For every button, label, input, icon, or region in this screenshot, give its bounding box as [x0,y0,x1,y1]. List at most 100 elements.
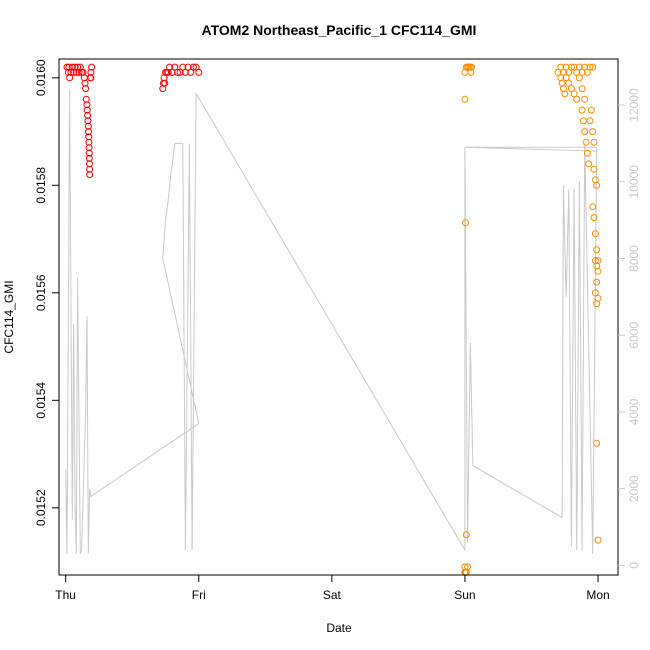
data-point-1-42 [578,106,586,114]
y2-tick-label-3: 6000 [627,322,641,349]
y2-tick-label-5: 10000 [627,165,641,199]
data-point-1-65 [593,300,601,308]
data-point-1-18 [559,68,567,76]
data-point-0-30 [86,165,94,173]
data-point-0-19 [83,106,91,114]
data-point-1-34 [562,74,570,82]
data-point-1-61 [594,267,602,275]
data-point-1-6 [467,68,475,76]
y2-tick-label-2: 4000 [627,398,641,425]
y-axis-label: CFC114_GMI [2,280,16,353]
plot-area: Thu Fri Sat Sun Mon 0.0152 0.0154 0.0156 0.0158 0… [34,58,641,602]
data-point-1-50 [589,128,597,136]
data-point-0-45 [171,63,179,71]
data-point-0-22 [84,122,92,130]
data-point-1-40 [578,85,586,93]
data-point-1-33 [561,90,569,98]
data-point-1-52 [590,165,598,173]
data-point-1-7 [468,63,476,71]
data-point-0-35 [88,63,96,71]
data-point-0-52 [189,63,197,71]
data-point-0-18 [83,101,91,109]
data-point-0-23 [85,128,92,136]
data-point-0-25 [85,138,93,146]
data-point-1-48 [586,117,594,125]
data-point-0-53 [192,63,200,71]
data-point-0-29 [86,160,93,168]
data-point-1-46 [583,149,591,157]
x-tick-label-4: Mon [586,588,609,602]
data-point-0-28 [85,154,93,162]
data-point-0-17 [82,95,90,103]
x-tick-label-2: Sat [323,588,342,602]
data-point-1-9 [462,531,470,539]
data-point-0-27 [85,149,93,157]
data-point-1-54 [593,181,601,189]
plot-frame [58,58,619,576]
data-point-1-8 [462,219,470,227]
data-point-1-39 [575,74,583,82]
data-point-0-20 [84,111,92,119]
y-tick-label-3: 0.0158 [34,167,48,204]
data-point-0-49 [181,68,189,76]
data-point-1-66 [594,257,602,265]
data-point-1-51 [590,138,598,146]
data-point-1-56 [590,214,598,222]
data-point-0-24 [85,133,93,141]
data-point-0-46 [174,68,181,76]
x-axis-label: Date [326,621,352,635]
data-point-0-21 [84,117,92,125]
data-point-1-41 [581,95,589,103]
data-point-1-47 [585,160,593,168]
y2-tick-label-0: 0 [627,562,641,569]
x-tick-label-1: Fri [192,588,206,602]
data-point-1-36 [567,85,575,93]
data-point-0-15 [81,79,89,87]
data-point-1-38 [573,95,581,103]
data-point-0-33 [87,68,95,76]
y-tick-label-2: 0.0156 [34,274,48,311]
data-point-1-58 [593,246,601,254]
data-point-1-29 [589,63,597,71]
data-point-0-50 [184,63,192,71]
data-point-1-26 [581,63,589,71]
data-point-1-63 [591,289,599,297]
data-point-1-62 [593,278,601,286]
data-point-1-35 [565,79,573,87]
y2-tick-label-1: 2000 [627,475,641,502]
data-point-0-34 [87,74,95,82]
data-point-1-45 [582,138,590,146]
data-point-1-57 [591,230,599,238]
data-point-1-55 [589,203,597,211]
x-tick-label-3: Sun [454,588,475,602]
data-point-1-67 [593,439,601,447]
data-point-1-21 [567,63,575,71]
data-point-1-15 [464,563,472,571]
y-tick-label-0: 0.0152 [34,489,48,526]
data-point-1-1 [461,95,469,103]
data-point-1-19 [562,63,570,71]
altitude-line [65,89,598,555]
data-point-1-37 [570,90,578,98]
data-point-1-43 [579,117,587,125]
data-point-0-31 [86,171,94,179]
data-point-0-54 [195,68,203,76]
chart-title: ATOM2 Northeast_Pacific_1 CFC114_GMI [202,22,477,38]
data-point-1-16 [554,68,562,76]
y-tick-label-1: 0.0154 [34,382,48,419]
data-point-0-39 [161,79,169,87]
y-tick-label-4: 0.0160 [34,59,48,96]
data-point-1-23 [573,68,581,76]
data-point-1-68 [594,536,602,544]
data-point-1-44 [581,128,589,136]
data-point-1-24 [575,63,583,71]
y2-tick-label-6: 12000 [627,88,641,122]
y2-tick-label-4: 8000 [627,245,641,272]
data-point-0-44 [168,68,176,76]
data-point-0-26 [85,144,93,152]
data-point-0-47 [176,68,184,76]
x-tick-label-0: Thu [55,588,76,602]
data-point-1-28 [586,63,594,71]
data-point-0-16 [82,85,90,93]
